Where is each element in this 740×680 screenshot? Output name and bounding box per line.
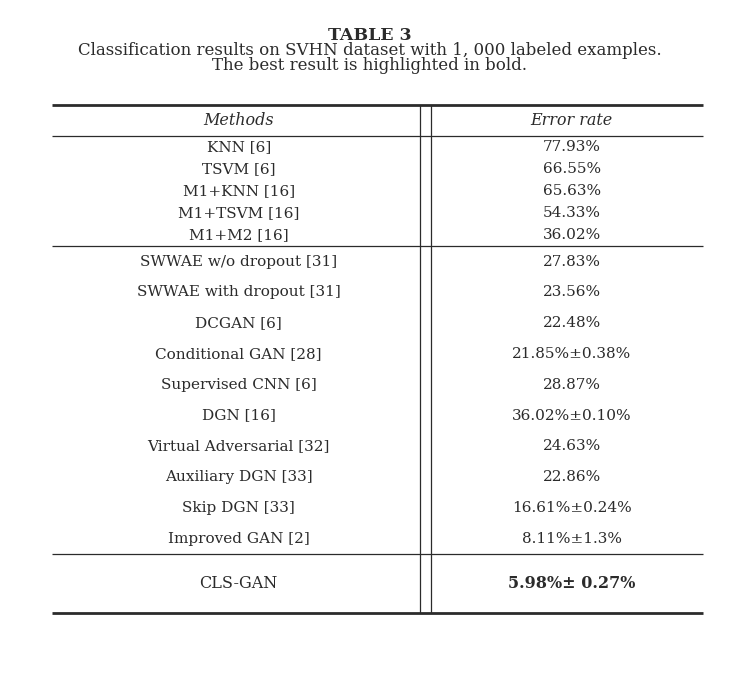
- Text: 8.11%±1.3%: 8.11%±1.3%: [522, 532, 622, 546]
- Text: The best result is highlighted in bold.: The best result is highlighted in bold.: [212, 57, 528, 74]
- Text: 28.87%: 28.87%: [542, 378, 601, 392]
- Text: Skip DGN [33]: Skip DGN [33]: [182, 501, 295, 515]
- Text: M1+KNN [16]: M1+KNN [16]: [183, 184, 295, 198]
- Text: Methods: Methods: [204, 112, 274, 129]
- Text: 23.56%: 23.56%: [542, 286, 601, 299]
- Text: 22.48%: 22.48%: [542, 316, 601, 330]
- Text: 5.98%± 0.27%: 5.98%± 0.27%: [508, 575, 636, 592]
- Text: Error rate: Error rate: [531, 112, 613, 129]
- Text: SWWAE with dropout [31]: SWWAE with dropout [31]: [137, 286, 340, 299]
- Text: Virtual Adversarial [32]: Virtual Adversarial [32]: [147, 439, 330, 454]
- Text: SWWAE w/o dropout [31]: SWWAE w/o dropout [31]: [140, 254, 337, 269]
- Text: Conditional GAN [28]: Conditional GAN [28]: [155, 347, 322, 361]
- Text: CLS-GAN: CLS-GAN: [200, 575, 278, 592]
- Text: 65.63%: 65.63%: [542, 184, 601, 198]
- Text: 54.33%: 54.33%: [542, 206, 601, 220]
- Text: DCGAN [6]: DCGAN [6]: [195, 316, 282, 330]
- Text: 27.83%: 27.83%: [542, 254, 601, 269]
- Text: KNN [6]: KNN [6]: [206, 140, 271, 154]
- Text: 16.61%±0.24%: 16.61%±0.24%: [512, 501, 631, 515]
- Text: 36.02%±0.10%: 36.02%±0.10%: [512, 409, 631, 422]
- Text: 24.63%: 24.63%: [542, 439, 601, 454]
- Text: 36.02%: 36.02%: [542, 228, 601, 242]
- Text: 22.86%: 22.86%: [542, 470, 601, 484]
- Text: M1+TSVM [16]: M1+TSVM [16]: [178, 206, 300, 220]
- Text: 66.55%: 66.55%: [542, 162, 601, 176]
- Text: Classification results on SVHN dataset with 1, 000 labeled examples.: Classification results on SVHN dataset w…: [78, 42, 662, 59]
- Text: Auxiliary DGN [33]: Auxiliary DGN [33]: [165, 470, 312, 484]
- Text: 77.93%: 77.93%: [542, 140, 601, 154]
- Text: Supervised CNN [6]: Supervised CNN [6]: [161, 378, 317, 392]
- Text: TABLE 3: TABLE 3: [328, 27, 412, 44]
- Text: DGN [16]: DGN [16]: [202, 409, 275, 422]
- Text: 21.85%±0.38%: 21.85%±0.38%: [512, 347, 631, 361]
- Text: M1+M2 [16]: M1+M2 [16]: [189, 228, 289, 242]
- Text: TSVM [6]: TSVM [6]: [202, 162, 275, 176]
- Text: Improved GAN [2]: Improved GAN [2]: [168, 532, 309, 546]
